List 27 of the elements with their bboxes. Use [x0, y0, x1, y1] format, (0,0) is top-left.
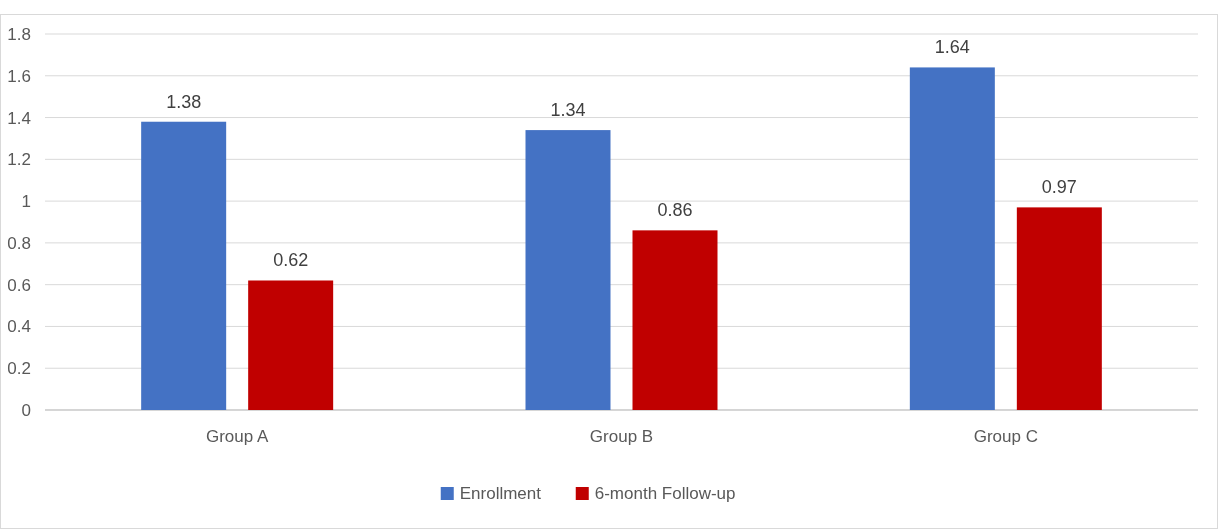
- data-label: 0.62: [273, 250, 309, 271]
- bar: [248, 280, 334, 410]
- y-tick-label: 0.6: [7, 275, 31, 295]
- y-tick-label: 1.4: [7, 108, 31, 128]
- data-label: 1.64: [934, 37, 970, 58]
- bar: [141, 121, 227, 410]
- x-tick-label: Group B: [589, 427, 654, 446]
- bar: [632, 230, 718, 410]
- data-label: 1.34: [550, 100, 586, 121]
- legend-label: 6-month Follow-up: [594, 483, 736, 503]
- x-tick-label: Group A: [205, 427, 270, 446]
- data-label: 0.86: [657, 200, 693, 221]
- y-tick-label: 0.2: [7, 359, 31, 379]
- y-tick-label: 0.4: [7, 317, 31, 337]
- data-label: 0.97: [1041, 177, 1077, 198]
- legend-label: Enrollment: [459, 483, 542, 503]
- y-tick-label: 1.2: [7, 150, 31, 170]
- y-tick-label: 0: [21, 400, 31, 420]
- y-tick-label: 1: [21, 192, 31, 212]
- y-tick-label: 1.6: [7, 66, 31, 86]
- y-tick-label: 0.8: [7, 233, 31, 253]
- bar: [909, 67, 995, 410]
- bar: [525, 130, 611, 410]
- data-label: 1.38: [166, 91, 202, 112]
- y-tick-label: 1.8: [7, 24, 31, 44]
- x-tick-label: Group C: [973, 427, 1038, 446]
- bar: [1016, 207, 1102, 410]
